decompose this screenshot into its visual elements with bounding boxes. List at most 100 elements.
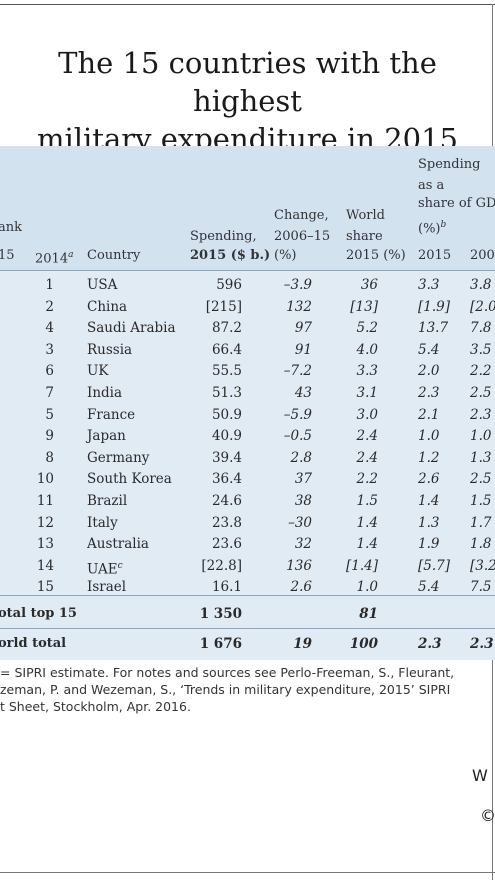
cell-change: 2.8 (290, 449, 312, 466)
cell-change: 38 (294, 493, 312, 509)
cell-gdp-2015: 2.1 (418, 406, 440, 423)
page-title: The 15 countries with the highest milita… (0, 44, 495, 158)
cell-change: 32 (294, 536, 312, 553)
cell-gdp-2015: 1.3 (418, 514, 440, 531)
cell-share: 3.0 (356, 406, 378, 423)
cell-share: 1.5 (356, 493, 378, 509)
header-gdp-2: as a (418, 178, 445, 193)
cell-gdp-2015: 1.2 (418, 449, 440, 466)
cell-spending: 16.1 (211, 579, 242, 596)
cell-share: 3.1 (356, 385, 378, 401)
title-line-1: The 15 countries with the highest (58, 46, 437, 118)
cell-country: China (87, 298, 128, 315)
cell-rank-2014: 7 (45, 385, 54, 401)
cell-spending: 66.4 (211, 341, 242, 358)
header-rank-2014: 2014a (35, 250, 74, 267)
cell-country: UAEc (87, 560, 123, 578)
total-top15-label: otal top 15 (0, 606, 77, 621)
header-spending-1: Spending, (190, 229, 257, 244)
cell-gdp-2015: 5.4 (418, 341, 440, 358)
cell-share: [13] (350, 298, 378, 315)
cell-gdp-2015: 2.3 (418, 385, 440, 401)
cell-gdp-2006: 3.8 (470, 277, 492, 293)
cell-rank-2014: 3 (45, 341, 54, 358)
cell-country: Japan (87, 428, 126, 445)
cell-gdp-2015: 1.4 (418, 493, 440, 509)
cell-rank-2014: 2 (45, 298, 54, 315)
cell-country: Germany (87, 449, 150, 466)
cell-country: Russia (87, 341, 133, 358)
cell-gdp-2006: 1.7 (470, 514, 492, 531)
cell-share: [1.4] (346, 557, 379, 574)
cell-gdp-2006: [2.0 (470, 298, 495, 315)
cell-gdp-2006: 1.3 (470, 449, 492, 466)
cell-share: 4.0 (356, 341, 378, 358)
cell-country: India (87, 385, 123, 401)
footer-fragment-1: W (472, 766, 488, 785)
expenditure-table: ank 15 2014a Country Spending, 2015 ($ b… (0, 146, 495, 660)
total-rule (0, 628, 495, 629)
header-gdp-2006: 200 (470, 248, 495, 263)
cell-change: –5.9 (283, 406, 312, 423)
cell-spending: 40.9 (211, 428, 242, 445)
header-rank: ank (0, 220, 23, 235)
header-country: Country (87, 248, 141, 263)
cell-share: 5.2 (356, 320, 378, 337)
total-top15-share: 81 (359, 606, 378, 622)
cell-country: Brazil (87, 493, 128, 509)
cell-gdp-2015: 3.3 (418, 277, 440, 293)
cell-gdp-2006: 1.0 (470, 428, 492, 445)
cell-change: 2.6 (290, 579, 312, 596)
world-total-spending: 1 676 (199, 636, 242, 652)
cell-rank-2014: 9 (45, 428, 54, 445)
cell-change: –30 (288, 514, 312, 531)
cell-gdp-2006: 2.3 (470, 406, 492, 423)
cell-change: –3.9 (283, 277, 312, 293)
cell-rank-2014: 11 (36, 493, 54, 509)
header-world-2: share (346, 229, 383, 244)
header-rank-2015: 15 (0, 248, 15, 263)
header-world-3: 2015 (%) (346, 248, 406, 263)
table-header (0, 146, 495, 270)
cell-spending: 596 (216, 277, 242, 293)
cell-share: 2.4 (356, 428, 378, 445)
cell-share: 36 (360, 277, 378, 293)
table-notes: = SIPRI estimate. For notes and sources … (0, 664, 495, 715)
cell-change: –0.5 (283, 428, 312, 445)
cell-gdp-2015: 13.7 (418, 320, 449, 337)
cell-spending: 50.9 (211, 406, 242, 423)
bottom-border (0, 872, 495, 873)
cell-spending: 36.4 (211, 471, 242, 488)
total-top15-spending: 1 350 (199, 606, 242, 622)
cell-gdp-2006: 3.5 (470, 341, 492, 358)
header-spending-2: 2015 ($ b.) (190, 248, 271, 263)
cell-country: France (87, 406, 136, 423)
cell-change: 97 (294, 320, 312, 337)
cell-share: 1.4 (356, 536, 378, 553)
cell-spending: [22.8] (201, 557, 242, 574)
cell-country: Australia (87, 536, 149, 553)
cell-gdp-2015: [1.9] (418, 298, 451, 315)
cell-spending: 24.6 (211, 493, 242, 509)
header-gdp-2015: 2015 (418, 248, 452, 263)
cell-rank-2014: 13 (36, 536, 54, 553)
cell-share: 2.4 (356, 449, 378, 466)
cell-spending: 87.2 (211, 320, 242, 337)
cell-spending: 23.6 (211, 536, 242, 553)
cell-share: 1.4 (356, 514, 378, 531)
header-gdp-3: share of GD (418, 196, 495, 211)
cell-gdp-2015: 2.6 (418, 471, 440, 488)
cell-change: 43 (294, 385, 312, 401)
note-line-1: = SIPRI estimate. For notes and sources … (0, 665, 455, 680)
cell-gdp-2006: [3.2 (470, 557, 495, 574)
cell-gdp-2006: 2.5 (470, 385, 492, 401)
world-total-gdp2015: 2.3 (418, 636, 442, 652)
header-gdp-4: (%)b (418, 220, 447, 237)
cell-change: 37 (294, 471, 312, 488)
note-line-3: t Sheet, Stockholm, Apr. 2016. (0, 699, 191, 714)
cell-rank-2014: 8 (45, 449, 54, 466)
cell-rank-2014: 1 (45, 277, 54, 293)
cell-rank-2014: 14 (36, 557, 54, 574)
cell-gdp-2015: 1.0 (418, 428, 440, 445)
cell-gdp-2015: 5.4 (418, 579, 440, 596)
